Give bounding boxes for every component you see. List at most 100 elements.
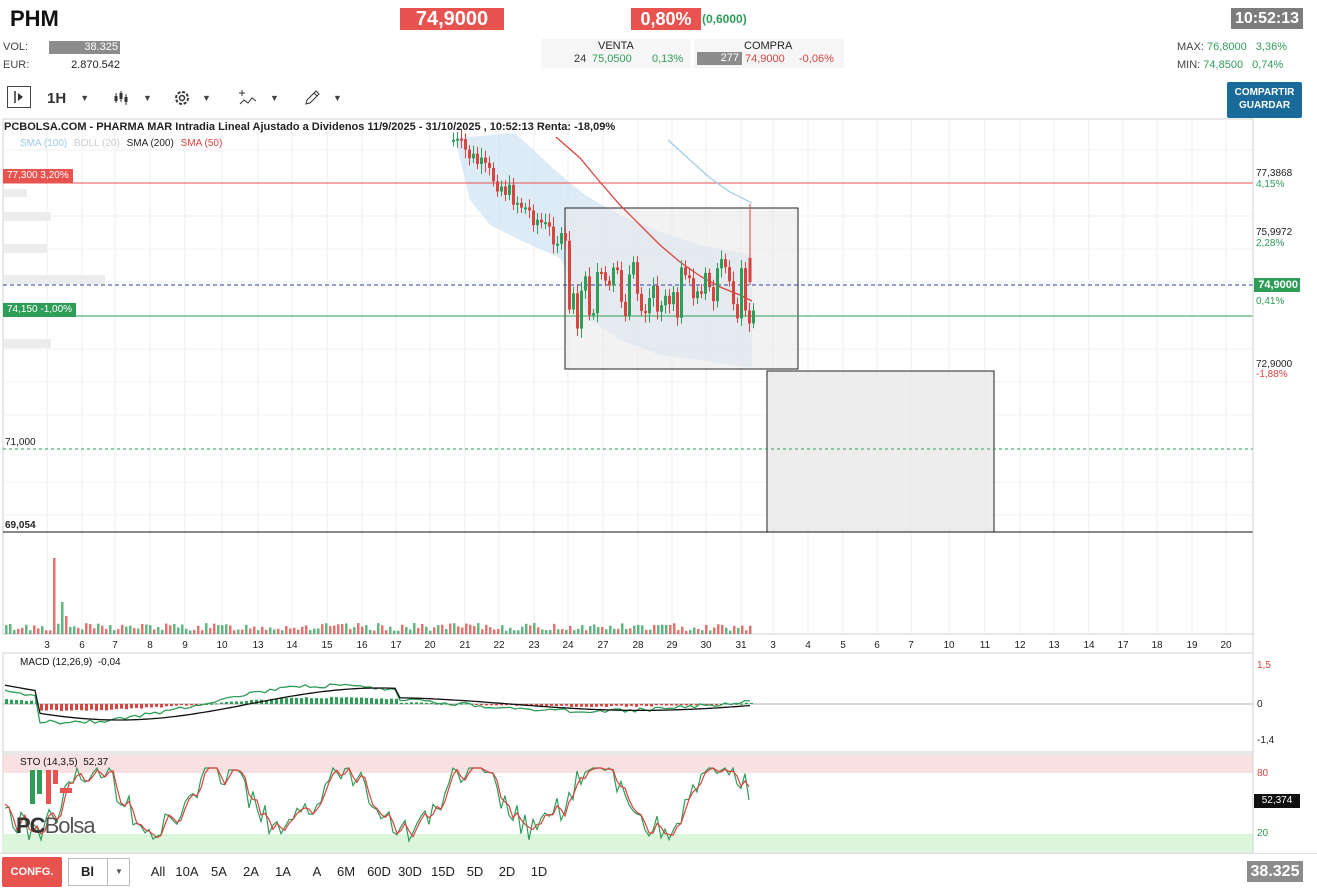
compra-pct: -0,06% (799, 53, 834, 65)
macd-bar (100, 704, 103, 711)
volume-bar (669, 624, 672, 634)
x-tick-label: 17 (1117, 640, 1129, 651)
volume-bar (253, 626, 256, 634)
wm-bolsa: Bolsa (44, 813, 96, 838)
timeframe-button[interactable]: 15D (431, 864, 455, 879)
drawing-select[interactable]: ▼ (303, 86, 342, 110)
volume-bar (21, 627, 24, 634)
candle-body (644, 310, 647, 314)
chevron-down-icon: ▼ (270, 93, 279, 103)
share-save-button[interactable]: COMPARTIR GUARDAR (1227, 82, 1302, 118)
venta-label: VENTA (598, 40, 634, 52)
volume-bar (153, 629, 156, 634)
candle-body (460, 138, 463, 141)
volume-bar (645, 629, 648, 634)
legend-sma50[interactable]: SMA (50) (180, 138, 223, 149)
x-tick-label: 6 (874, 640, 880, 651)
candle-body (508, 184, 511, 195)
chart-mode-select[interactable]: Bl ▼ (68, 858, 130, 886)
x-tick-label: 3 (44, 640, 50, 651)
x-tick-label: 21 (459, 640, 471, 651)
candle-body (564, 233, 567, 241)
volume-bar (269, 627, 272, 634)
timeframe-button[interactable]: 2D (498, 864, 516, 879)
legend-sma100[interactable]: SMA (100) (20, 138, 68, 149)
macd-bar (300, 698, 303, 704)
timeframe-button[interactable]: 10A (175, 864, 199, 879)
pencil-icon (305, 90, 320, 105)
settings-select[interactable]: ▼ (172, 86, 211, 110)
volume-bar (521, 626, 524, 634)
volume-bar (125, 626, 128, 634)
volume-bar (553, 623, 556, 634)
legend-sma200[interactable]: SMA (200) (126, 138, 174, 149)
macd-axis-bottom: -1,4 (1257, 735, 1275, 746)
timeframe-button[interactable]: 1A (275, 864, 291, 879)
candle-body (648, 298, 651, 314)
macd-bar (75, 704, 78, 710)
volume-bar (29, 630, 32, 634)
candle-body (712, 287, 715, 302)
upper-level-tag[interactable]: 77,300 3,20% (3, 169, 73, 183)
macd-bar (595, 704, 598, 707)
candle-body (532, 210, 535, 226)
macd-bar (625, 704, 628, 707)
macd-bar (505, 704, 508, 706)
timeframe-button[interactable]: 30D (398, 864, 422, 879)
candle-body (636, 262, 639, 294)
indicators-select[interactable]: ▼ (238, 86, 279, 110)
candle-body (728, 267, 731, 282)
volume-bar (377, 623, 380, 634)
timeframe-button[interactable]: 60D (367, 864, 391, 879)
interval-select[interactable]: 1H ▼ (47, 86, 89, 110)
candle-body (660, 305, 663, 312)
venta-pct: 0,13% (652, 53, 684, 65)
macd-bar (425, 702, 428, 704)
timeframe-button[interactable]: 5D (466, 864, 484, 879)
macd-bar (535, 704, 538, 707)
candle-body (700, 291, 703, 294)
panel-toggle-icon[interactable] (7, 86, 31, 108)
volume-bar (101, 625, 104, 634)
x-tick-label: 27 (597, 640, 609, 651)
chevron-down-icon: ▼ (202, 93, 211, 103)
volume-bar (601, 627, 604, 634)
timeframe-button[interactable]: 6M (336, 864, 356, 879)
volume-bar (9, 623, 12, 634)
lower-level-tag[interactable]: 74,150 -1,00% (3, 303, 77, 317)
candle-body (624, 301, 627, 316)
sto-label: STO (14,3,5) 52,37 (20, 757, 108, 768)
chart-type-select[interactable]: ▼ (113, 86, 152, 110)
volume-bar (505, 630, 508, 634)
volume-bar (445, 629, 448, 634)
config-button[interactable]: CONFG. (2, 857, 62, 887)
volume-bar (165, 623, 168, 634)
volume-bar (689, 630, 692, 634)
max-value: 76,8000 (1206, 41, 1247, 53)
candle-body (652, 285, 655, 299)
macd-bar (660, 704, 663, 706)
compra-price: 74,9000 (745, 53, 785, 65)
timeframe-button[interactable]: A (312, 864, 322, 879)
macd-bar (295, 697, 298, 704)
timeframe-button[interactable]: 2A (243, 864, 259, 879)
timeframe-button[interactable]: All (150, 864, 166, 879)
legend-boll[interactable]: BOLL (20) (74, 138, 120, 149)
macd-bar (630, 704, 633, 706)
volume-bar (673, 623, 676, 634)
volume-bar (201, 630, 204, 634)
volume-bar (105, 629, 108, 634)
timeframe-button[interactable]: 1D (530, 864, 548, 879)
volume-bar (709, 630, 712, 634)
macd-bar (400, 702, 403, 704)
macd-bar (560, 704, 563, 706)
macd-bar (365, 698, 368, 704)
macd-bar (705, 704, 708, 705)
timeframe-button[interactable]: 5A (211, 864, 227, 879)
volume-bar (301, 626, 304, 634)
candle-body (748, 310, 751, 324)
chart-mode-label: Bl (81, 864, 94, 879)
macd-bar (670, 704, 673, 706)
volume-bar (573, 630, 576, 634)
